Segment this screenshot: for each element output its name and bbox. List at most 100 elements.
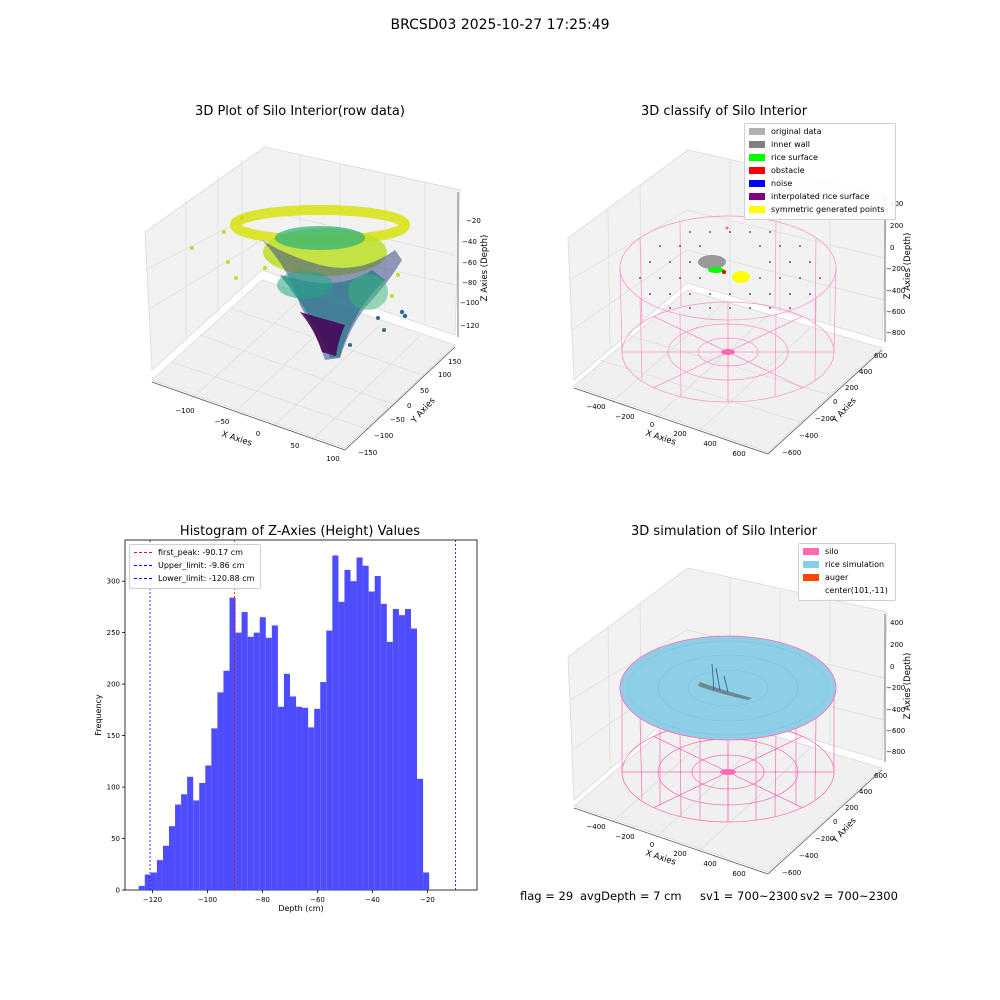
histogram-y-tick-label: 200	[107, 681, 120, 689]
histogram-bar	[356, 557, 363, 890]
simulation-legend-item: auger	[799, 571, 895, 584]
histogram-bar	[259, 617, 266, 890]
classify-legend-item: rice surface	[745, 151, 895, 164]
histogram-bar	[241, 612, 248, 890]
classify-legend-item: noise	[745, 177, 895, 190]
histogram-bar	[144, 874, 151, 890]
sv2-text: sv2 = 700~2300	[800, 889, 898, 903]
classify-legend-label: original data	[771, 127, 822, 136]
histogram-bar	[277, 706, 284, 890]
histogram-bar	[344, 569, 351, 890]
histogram-bar	[235, 632, 242, 890]
simulation-legend-swatch	[803, 574, 819, 581]
classify-legend-label: obstacle	[771, 166, 805, 175]
histogram-bar	[392, 608, 399, 890]
flag-text: flag = 29	[520, 889, 574, 903]
histogram-bar	[350, 581, 357, 890]
histogram-legend-line	[134, 565, 152, 566]
histogram-y-tick-label: 0	[116, 887, 120, 895]
simulation-legend-label: rice simulation	[825, 560, 885, 569]
raw-plot-title: 3D Plot of Silo Interior(row data)	[195, 104, 405, 119]
classify-legend-swatch	[749, 193, 765, 200]
sv1-text: sv1 = 700~2300	[700, 889, 798, 903]
histogram-bar	[150, 872, 157, 890]
classify-legend-item: inner wall	[745, 138, 895, 151]
histogram-bar	[362, 565, 369, 890]
histogram-x-tick-label: −40	[365, 896, 380, 904]
avg-depth-text: avgDepth = 7 cm	[580, 889, 682, 903]
figure-title: BRCSD03 2025-10-27 17:25:49	[390, 17, 610, 33]
histogram-x-label: Depth (cm)	[278, 904, 323, 913]
histogram-bar	[398, 615, 405, 890]
histogram-bar	[253, 632, 260, 890]
classify-legend-item: interpolated rice surface	[745, 190, 895, 203]
classify-legend-label: interpolated rice surface	[771, 192, 870, 201]
histogram-bar	[320, 682, 327, 890]
histogram-x-ticks: −120 −100 −80 −60 −40 −20	[143, 890, 435, 904]
classify-legend-label: noise	[771, 179, 793, 188]
histogram-bar	[223, 670, 230, 890]
histogram-legend-line	[134, 552, 152, 553]
histogram-bar	[205, 765, 212, 890]
histogram-bar	[193, 800, 200, 890]
histogram-bar	[380, 603, 387, 890]
histogram-legend-item: first_peak: -90.17 cm	[130, 546, 260, 559]
histogram-x-tick-label: −80	[255, 896, 270, 904]
histogram-bar	[417, 778, 424, 890]
histogram-legend-label: first_peak: -90.17 cm	[158, 548, 243, 557]
histogram-legend-label: Lower_limit: -120.88 cm	[158, 574, 255, 583]
histogram-bar	[296, 706, 303, 890]
histogram-bar	[332, 555, 339, 890]
histogram-legend-line	[134, 578, 152, 579]
classify-legend-swatch	[749, 206, 765, 213]
histogram-bar	[308, 727, 315, 890]
classify-legend-label: symmetric generated points	[771, 205, 885, 214]
histogram-bar	[290, 696, 297, 890]
simulation-plot-title: 3D simulation of Silo Interior	[631, 524, 817, 539]
histogram-y-tick-label: 250	[107, 629, 120, 637]
histogram-bar	[229, 597, 236, 890]
simulation-legend-label: auger	[825, 573, 849, 582]
histogram-bar	[283, 673, 290, 890]
histogram-x-tick-label: −120	[143, 896, 162, 904]
histogram-x-tick-label: −60	[310, 896, 325, 904]
histogram-legend-item: Upper_limit: -9.86 cm	[130, 559, 260, 572]
histogram-bar	[314, 708, 321, 890]
histogram-x-tick-label: −100	[198, 896, 217, 904]
histogram-legend: first_peak: -90.17 cm Upper_limit: -9.86 …	[129, 544, 261, 589]
histogram-bar	[338, 601, 345, 890]
simulation-legend-swatch	[803, 587, 819, 594]
histogram-bar	[138, 885, 145, 890]
histogram-y-tick-label: 100	[107, 784, 120, 792]
histogram-title: Histogram of Z-Axies (Height) Values	[179, 524, 421, 539]
classify-legend-swatch	[749, 128, 765, 135]
histogram-bar	[156, 860, 163, 890]
histogram-bar	[162, 845, 169, 890]
histogram-bar	[265, 637, 272, 890]
simulation-legend-swatch	[803, 561, 819, 568]
classify-legend-item: symmetric generated points	[745, 203, 895, 216]
simulation-legend-item: rice simulation	[799, 558, 895, 571]
classify-legend-label: rice surface	[771, 153, 818, 162]
histogram-bar	[368, 591, 375, 890]
simulation-legend-swatch	[803, 548, 819, 555]
simulation-legend-item: center(101,-11)	[799, 584, 895, 597]
classify-legend-label: inner wall	[771, 140, 811, 149]
histogram-y-tick-label: 150	[107, 732, 120, 740]
histogram-bar	[217, 692, 224, 890]
classify-legend-swatch	[749, 180, 765, 187]
histogram-bar	[386, 641, 393, 890]
classify-legend: original data inner wall rice surface obsta…	[744, 123, 896, 220]
simulation-legend-label: center(101,-11)	[825, 586, 888, 595]
histogram-bar	[169, 826, 176, 890]
simulation-legend-item: silo	[799, 545, 895, 558]
histogram-y-tick-label: 50	[111, 835, 120, 843]
histogram-bar	[199, 782, 206, 890]
simulation-legend-label: silo	[825, 547, 839, 556]
histogram-legend-label: Upper_limit: -9.86 cm	[158, 561, 245, 570]
histogram-bar	[175, 804, 182, 890]
classify-legend-swatch	[749, 141, 765, 148]
histogram-y-tick-label: 300	[107, 578, 120, 586]
simulation-legend: silo rice simulation auger center(101,-11)	[798, 543, 896, 601]
